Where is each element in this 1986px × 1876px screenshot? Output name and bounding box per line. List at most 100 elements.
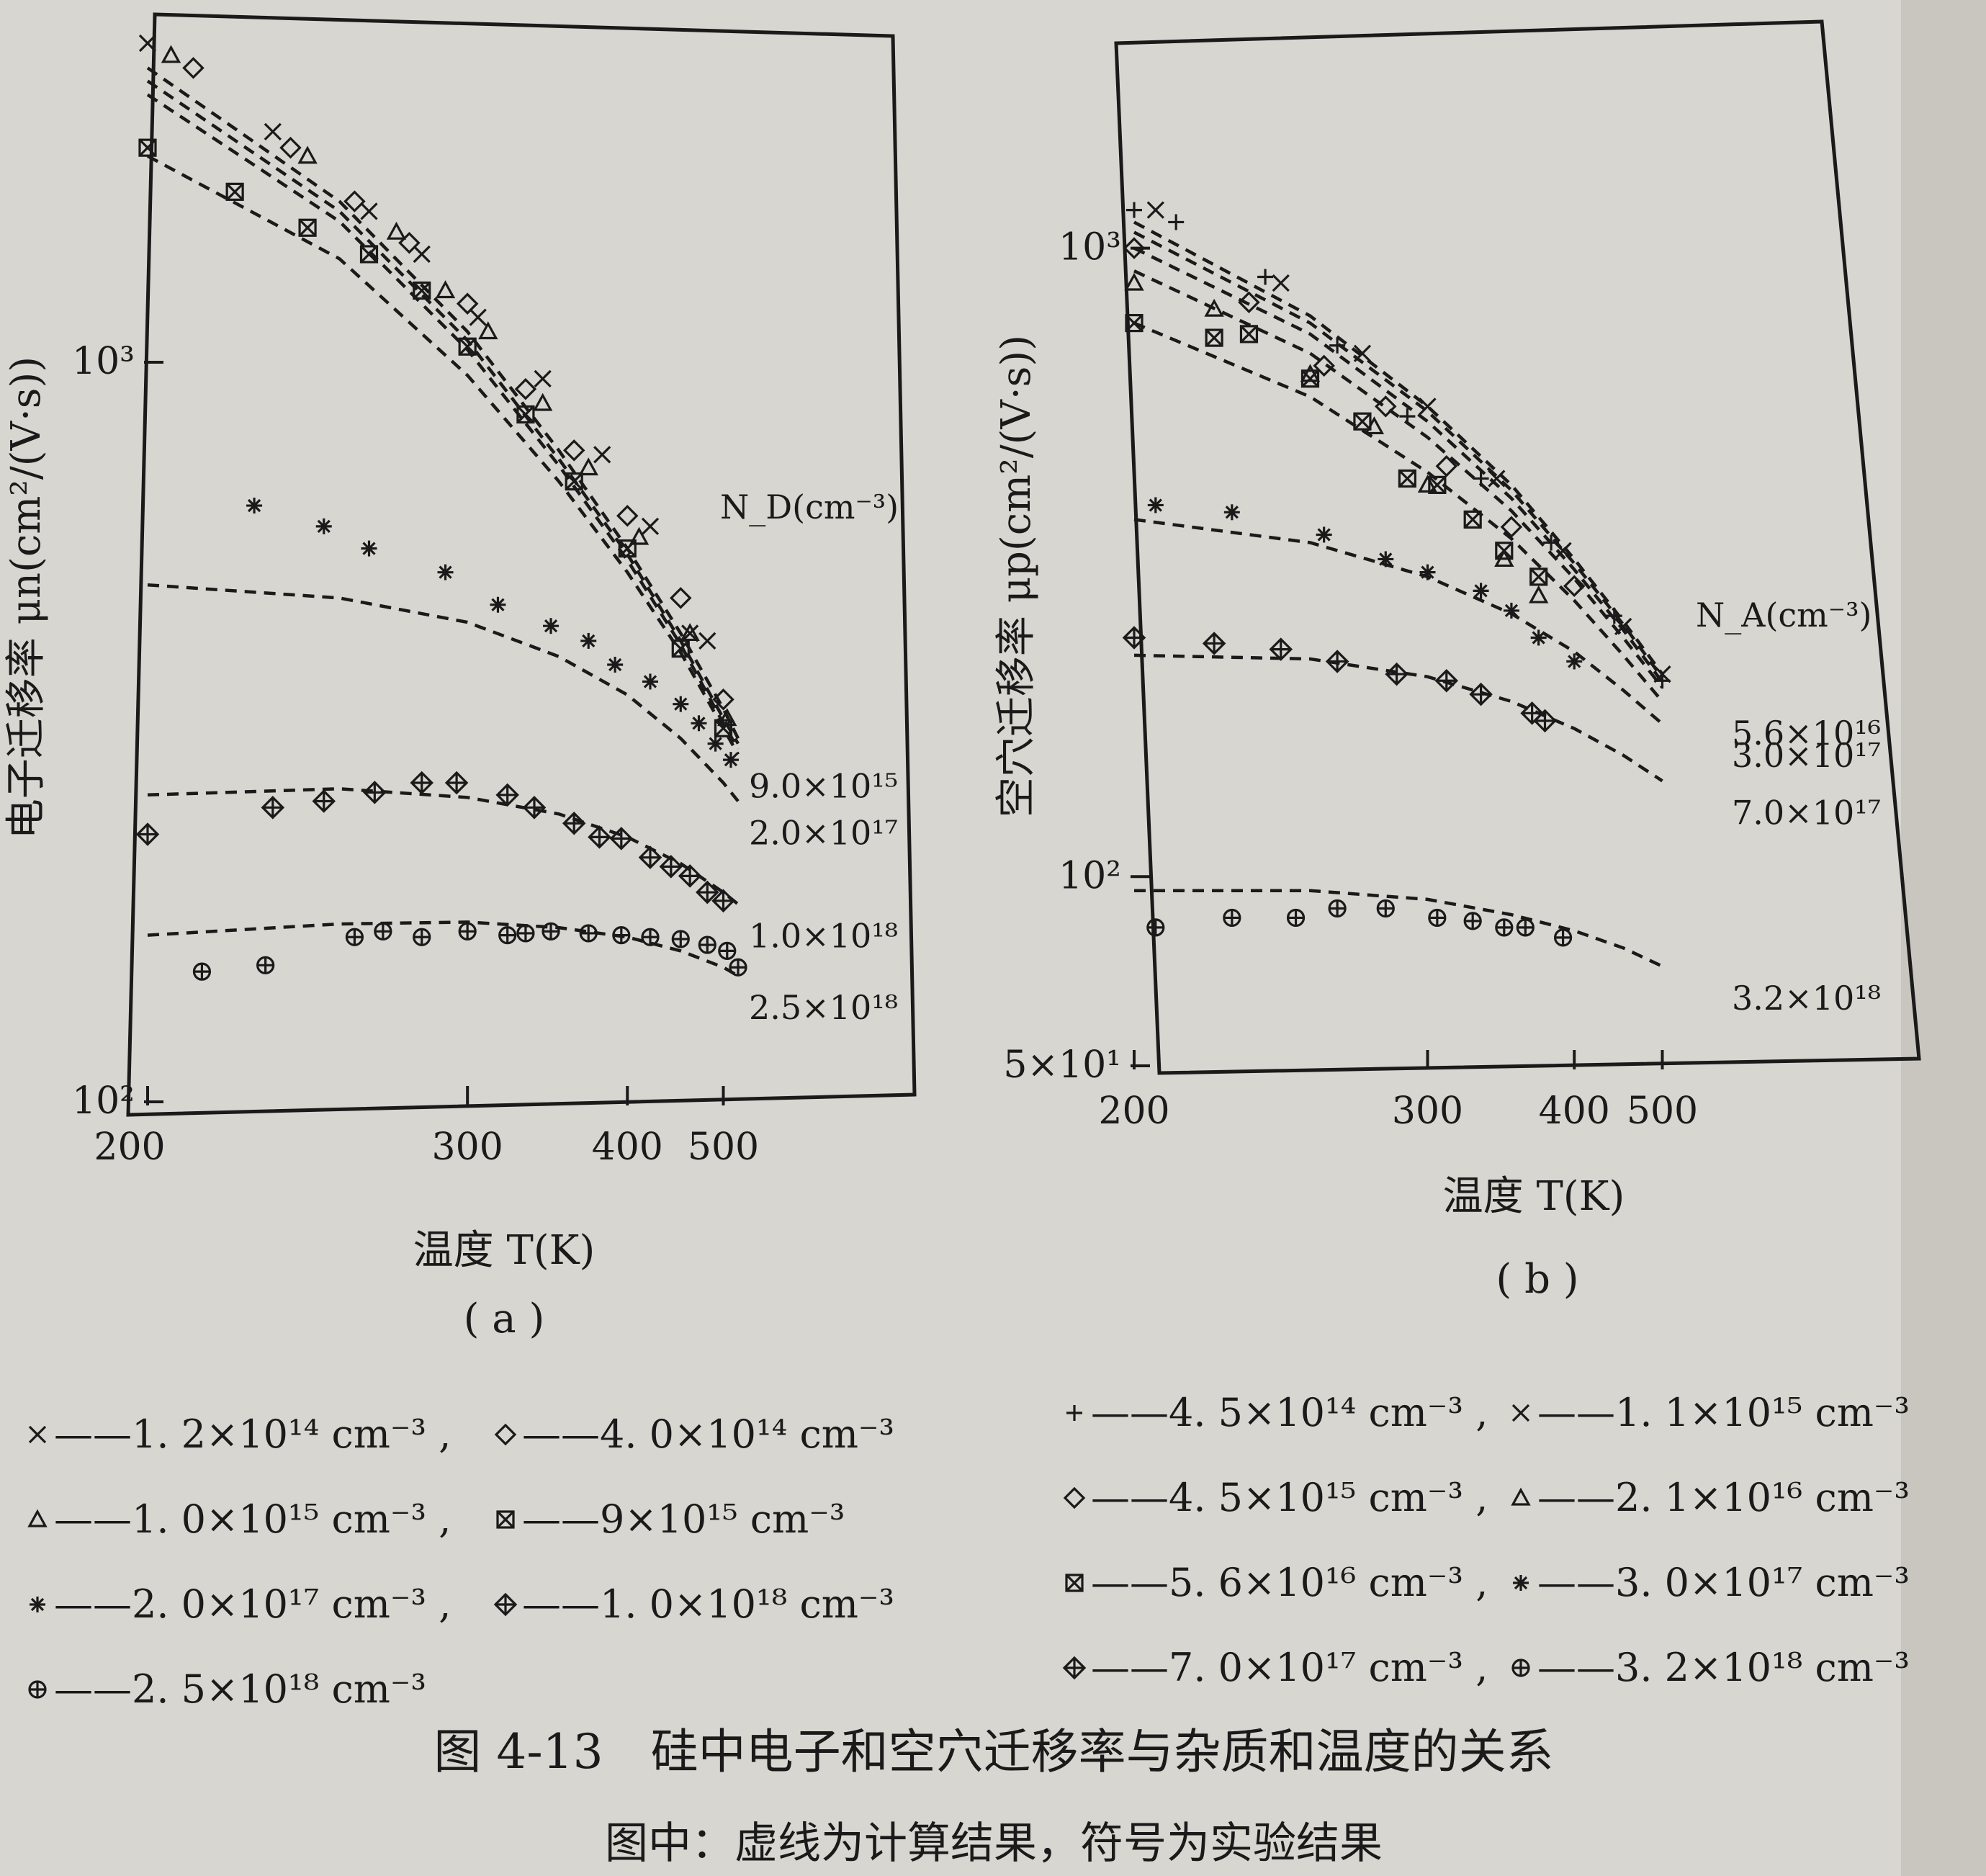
- panel-b-label: ( b ): [1496, 1256, 1578, 1303]
- data-point-star: [580, 632, 597, 649]
- data-point-circleplus: [1553, 928, 1573, 947]
- legend-item: ——2. 0×10¹⁷ cm⁻³ ,: [30, 1581, 451, 1627]
- data-point-circleplus: [516, 924, 535, 943]
- data-point-star: [1419, 564, 1436, 580]
- legend-item: ——5. 6×10¹⁶ cm⁻³ ,: [1065, 1560, 1488, 1605]
- panel-b-curves: [1133, 220, 1664, 968]
- data-point-diamondplus: [1434, 668, 1459, 693]
- data-point-circleplus: [1328, 899, 1347, 918]
- legend-symbol-diamondplus: [1062, 1656, 1087, 1680]
- legend-item: ——4. 0×10¹⁴ cm⁻³: [494, 1412, 894, 1457]
- data-point-star: [691, 715, 707, 732]
- legend-text: ——4. 0×10¹⁴ cm⁻³: [522, 1412, 894, 1457]
- data-point-boxx: [413, 281, 431, 300]
- data-point-boxx: [671, 639, 690, 658]
- data-point-triangle: [1417, 475, 1438, 493]
- data-point-triangle: [578, 457, 598, 476]
- x-tick-label: 500: [1627, 1090, 1698, 1133]
- data-point-star: [1473, 583, 1489, 599]
- legend-symbol-star: [30, 1597, 45, 1612]
- data-point-diamondplus: [588, 825, 611, 849]
- data-point-triangle: [297, 145, 318, 164]
- data-point-diamond: [456, 292, 479, 315]
- data-point-x: [1554, 542, 1572, 560]
- legend-item: ——1. 0×10¹⁸ cm⁻³: [493, 1581, 894, 1627]
- data-point-boxx: [516, 405, 535, 424]
- data-point-diamondplus: [638, 845, 662, 869]
- legend-item: ——4. 5×10¹⁵ cm⁻³ ,: [1063, 1475, 1488, 1520]
- data-point-triangle: [1124, 272, 1144, 291]
- data-point-plus: [1257, 269, 1274, 285]
- panel-b-legend-title: N_A(cm⁻³): [1696, 596, 1872, 634]
- data-point-star: [246, 498, 263, 514]
- legend-symbol-triangle: [1511, 1487, 1531, 1506]
- data-point-diamond: [562, 439, 585, 462]
- x-tick-label: 500: [688, 1126, 759, 1169]
- data-point-diamondplus: [696, 880, 719, 905]
- data-point-boxx: [1239, 325, 1259, 344]
- data-point-boxx: [714, 719, 733, 737]
- data-point-diamond: [514, 377, 537, 400]
- data-point-diamondplus: [312, 789, 336, 813]
- y-tick-label: 10²: [72, 1080, 135, 1123]
- x-tick-label: 400: [592, 1126, 663, 1169]
- data-point-plus: [1126, 202, 1142, 218]
- data-point-star: [437, 564, 454, 580]
- panel-a-x-axis-label: 温度 T(K): [413, 1227, 596, 1274]
- data-point-boxx: [1398, 469, 1416, 488]
- data-point-diamondplus: [1469, 682, 1493, 706]
- panel-b-y-tick-labels: 5×10¹ 10² 10³: [1003, 226, 1121, 1087]
- data-point-plus: [1399, 408, 1416, 425]
- legend-symbol-diamond: [494, 1423, 517, 1446]
- panel-a-legend-title: N_D(cm⁻³): [720, 488, 899, 526]
- panel-a-y-axis-label: 电子迁移率 μn(cm²/(V·s)): [3, 356, 50, 839]
- data-point-diamond: [1238, 291, 1260, 314]
- data-point-x: [681, 624, 699, 642]
- data-point-star: [707, 735, 724, 752]
- legend-item: ——1. 1×10¹⁵ cm⁻³: [1511, 1390, 1910, 1435]
- data-point-x: [593, 446, 611, 464]
- legend-symbol-circleplus: [28, 1680, 47, 1699]
- calculated-curve: [1134, 889, 1663, 968]
- data-point-x: [1272, 274, 1290, 292]
- data-point-triangle: [532, 392, 553, 411]
- calculated-curve: [147, 787, 740, 906]
- data-point-circleplus: [192, 962, 212, 981]
- data-point-circleplus: [718, 941, 737, 960]
- legend-symbol-boxx: [496, 1510, 515, 1529]
- data-point-diamondplus: [1385, 662, 1408, 686]
- data-point-star: [722, 752, 739, 768]
- data-point-star: [1503, 602, 1519, 619]
- data-point-diamond: [1563, 575, 1586, 598]
- data-point-circleplus: [612, 926, 631, 945]
- data-point-diamondplus: [363, 781, 387, 804]
- data-point-boxx: [1495, 542, 1514, 560]
- data-point-star: [490, 596, 506, 613]
- legend-item: ——3. 0×10¹⁷ cm⁻³: [1513, 1560, 1910, 1605]
- data-point-plus: [1606, 608, 1622, 624]
- data-point-x: [264, 122, 282, 140]
- panel-a-y-tick-labels: 10² 10³: [72, 340, 135, 1123]
- curve-label: 7.0×10¹⁷: [1732, 793, 1881, 832]
- legend-symbol-circleplus: [1511, 1659, 1530, 1677]
- data-point-circleplus: [458, 922, 477, 941]
- legend-text: ——3. 0×10¹⁷ cm⁻³: [1537, 1560, 1910, 1605]
- x-tick-label: 400: [1539, 1090, 1610, 1133]
- panel-a-x-tick-labels: 200 300 400 500: [94, 1126, 759, 1169]
- legend-text: ——1. 2×10¹⁴ cm⁻³ ,: [54, 1412, 451, 1457]
- panel-a-label: ( a ): [464, 1296, 545, 1342]
- data-point-circleplus: [1428, 908, 1447, 928]
- data-point-x: [413, 245, 431, 264]
- data-point-star: [642, 673, 658, 690]
- data-point-x: [469, 308, 487, 326]
- x-tick-label: 200: [1098, 1090, 1169, 1133]
- legend-item: ——7. 0×10¹⁷ cm⁻³ ,: [1062, 1645, 1488, 1690]
- data-point-boxx: [1353, 412, 1372, 431]
- data-point-circleplus: [1223, 908, 1241, 928]
- legend-item: ——9×10¹⁵ cm⁻³: [496, 1496, 845, 1542]
- data-point-boxx: [298, 218, 317, 237]
- legend-symbol-plus: [1066, 1405, 1082, 1421]
- panel-a-curves: [146, 66, 740, 978]
- legend-symbol-x: [1511, 1404, 1530, 1422]
